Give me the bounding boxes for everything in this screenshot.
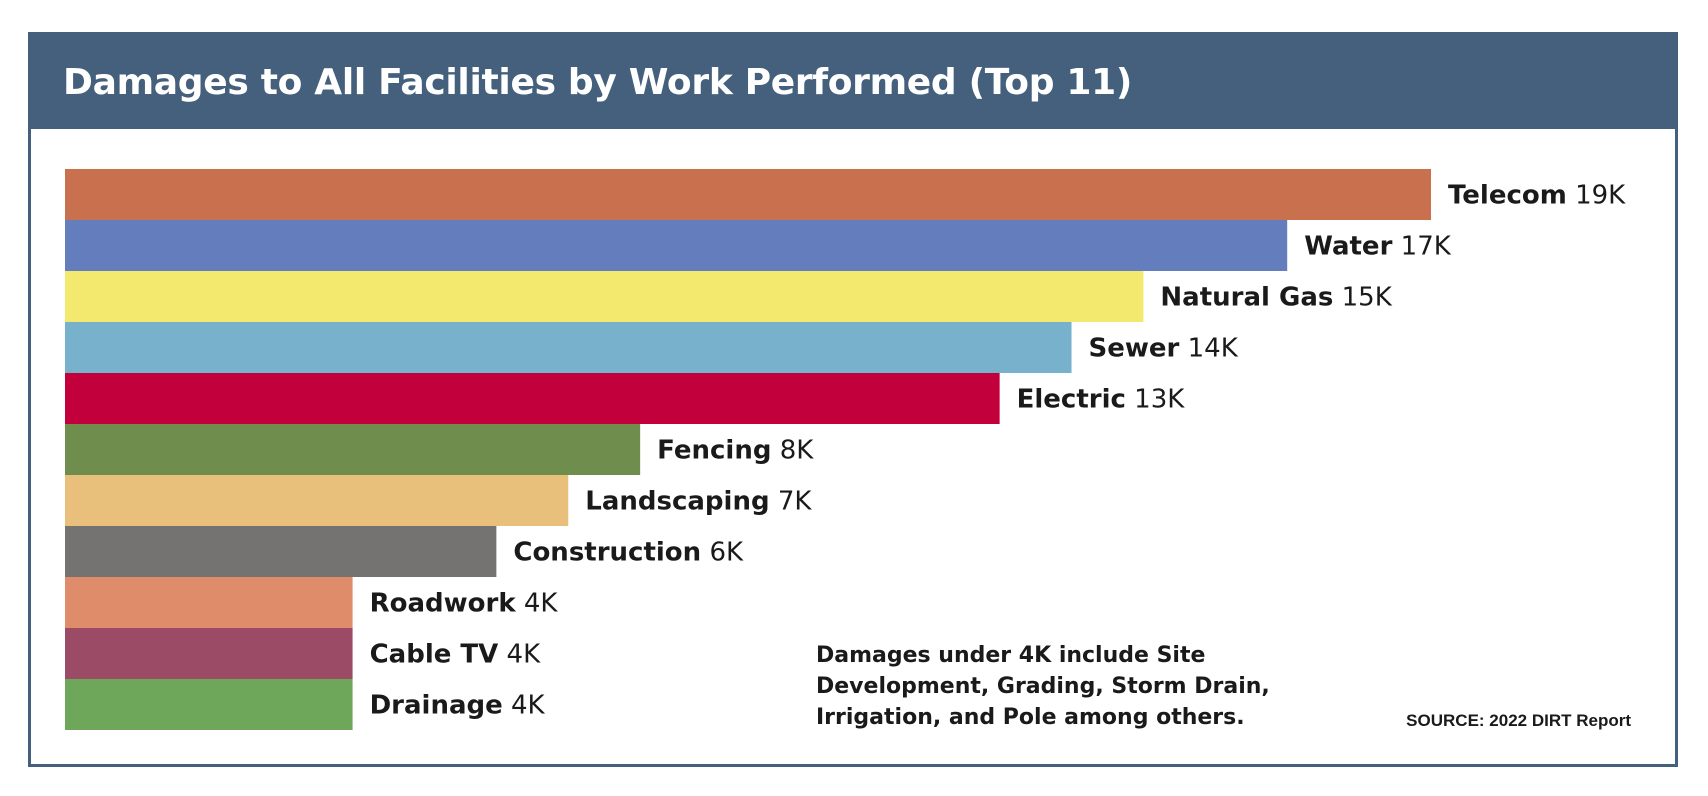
- bar-label-water: Water 17K: [1304, 232, 1452, 262]
- category-label: Telecom: [1448, 181, 1567, 211]
- category-label: Natural Gas: [1160, 283, 1333, 313]
- value-label: 13K: [1126, 385, 1185, 415]
- bar-label-construction: Construction 6K: [513, 538, 744, 568]
- bar-label-roadwork: Roadwork 4K: [370, 589, 559, 619]
- bar-drainage: [65, 679, 353, 730]
- bar-label-drainage: Drainage 4K: [370, 691, 546, 721]
- bar-label-electric: Electric 13K: [1017, 385, 1186, 415]
- bar-sewer: [65, 322, 1072, 373]
- value-label: 6K: [701, 538, 744, 568]
- value-label: 8K: [771, 436, 814, 466]
- bar-electric: [65, 373, 1000, 424]
- bar-landscaping: [65, 475, 569, 526]
- value-label: 15K: [1333, 283, 1392, 313]
- footnote: Damages under 4K include Site Developmen…: [816, 643, 1270, 730]
- bar-water: [65, 220, 1288, 271]
- bar-roadwork: [65, 577, 353, 628]
- bar-label-sewer: Sewer 14K: [1089, 334, 1239, 364]
- bar-construction: [65, 526, 497, 577]
- bar-label-natural-gas: Natural Gas 15K: [1160, 283, 1392, 313]
- category-label: Landscaping: [585, 487, 769, 517]
- value-label: 4K: [503, 691, 546, 721]
- bar-fencing: [65, 424, 641, 475]
- value-label: 19K: [1567, 181, 1626, 211]
- category-label: Sewer: [1089, 334, 1180, 364]
- title-bar: Damages to All Facilities by Work Perfor…: [31, 35, 1675, 129]
- bar-telecom: [65, 169, 1431, 220]
- category-label: Fencing: [657, 436, 771, 466]
- category-label: Cable TV: [370, 640, 499, 670]
- bar-label-telecom: Telecom 19K: [1448, 181, 1626, 211]
- category-label: Drainage: [370, 691, 503, 721]
- bar-label-fencing: Fencing 8K: [657, 436, 814, 466]
- category-label: Construction: [513, 538, 701, 568]
- source-label: SOURCE: 2022 DIRT Report: [1406, 711, 1631, 730]
- bar-label-landscaping: Landscaping 7K: [585, 487, 812, 517]
- value-label: 7K: [770, 487, 813, 517]
- category-label: Electric: [1017, 385, 1126, 415]
- category-label: Roadwork: [370, 589, 517, 619]
- category-label: Water: [1304, 232, 1392, 262]
- chart-frame: Damages to All Facilities by Work Perfor…: [28, 32, 1678, 767]
- bar-natural-gas: [65, 271, 1144, 322]
- value-label: 17K: [1392, 232, 1451, 262]
- bar-cable-tv: [65, 628, 353, 679]
- bar-label-cable-tv: Cable TV 4K: [370, 640, 542, 670]
- value-label: 14K: [1179, 334, 1238, 364]
- value-label: 4K: [516, 589, 559, 619]
- value-label: 4K: [498, 640, 541, 670]
- chart-title: Damages to All Facilities by Work Perfor…: [63, 61, 1133, 103]
